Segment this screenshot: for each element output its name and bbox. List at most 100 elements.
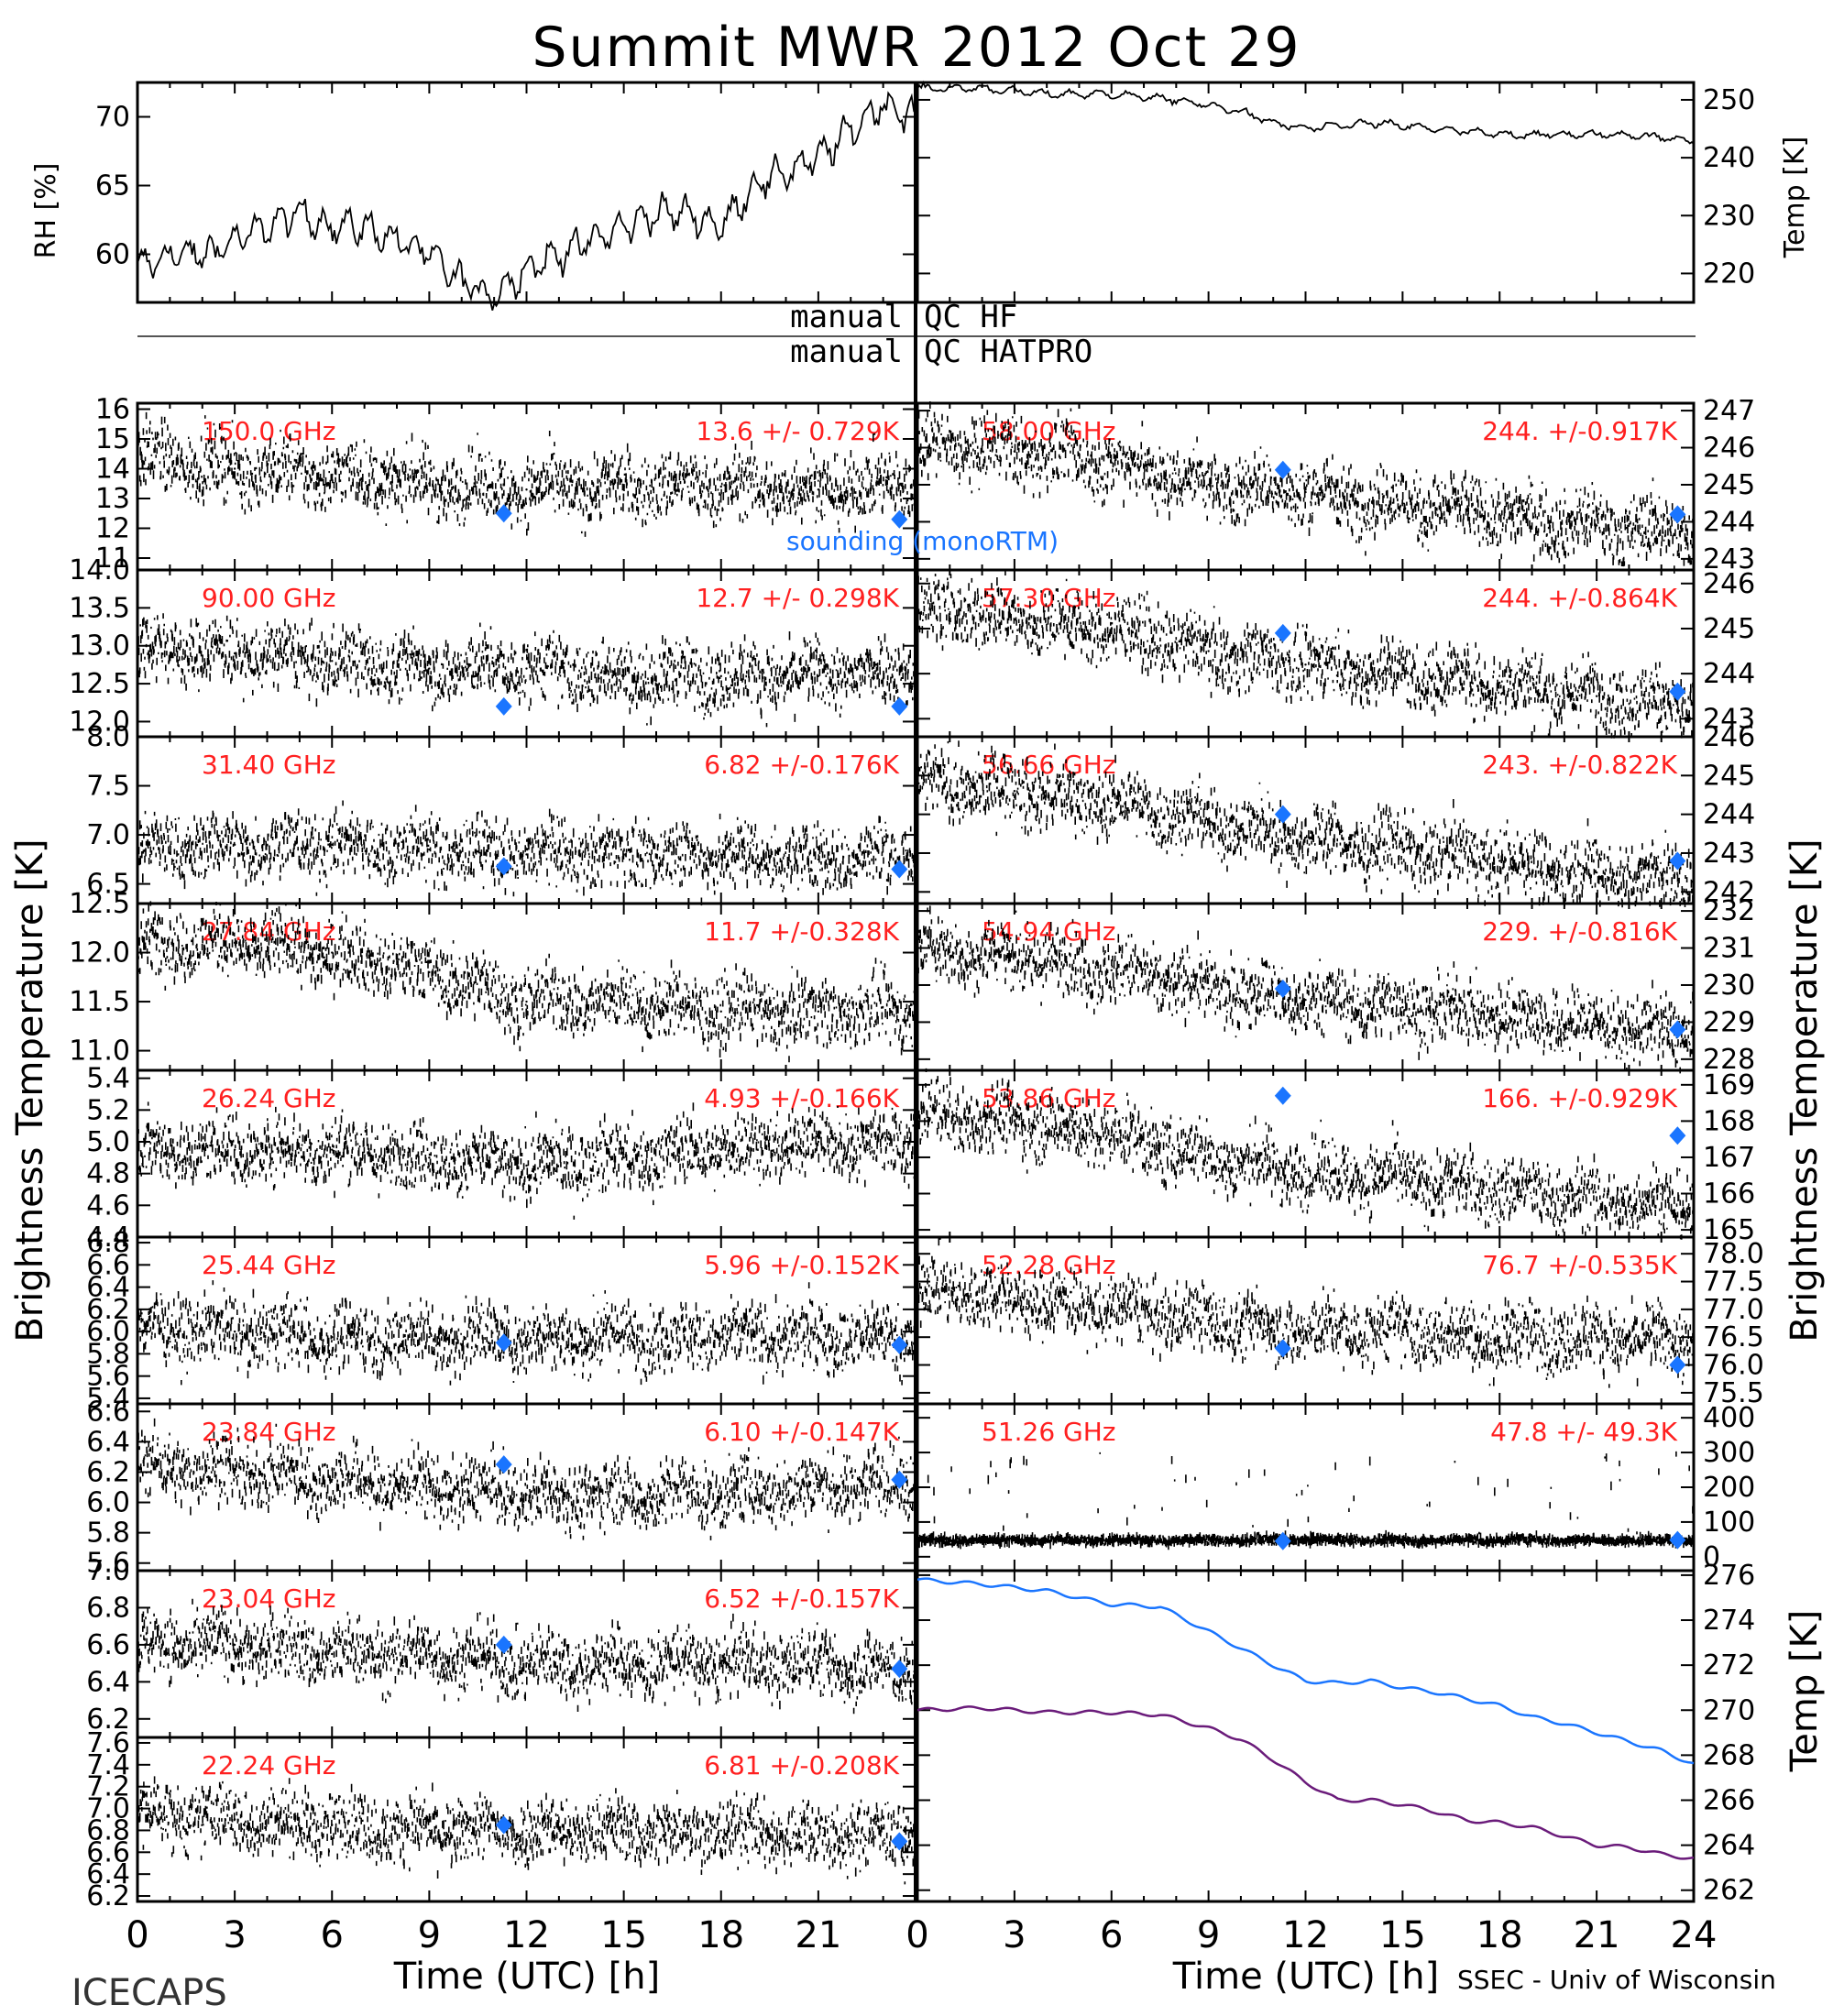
- data-point: [1401, 1006, 1404, 1009]
- data-points-ch2624: [137, 1101, 916, 1220]
- data-point: [525, 1164, 528, 1167]
- channel-stat: 12.7 +/- 0.298K: [696, 583, 899, 613]
- left-y-axis-label: Brightness Temperature [K]: [9, 838, 51, 1342]
- y-tick-label: 76.0: [1703, 1350, 1764, 1382]
- y-tick-label: 7.4: [86, 1749, 130, 1781]
- data-point: [1304, 1330, 1307, 1333]
- y-tick-label: 5.6: [86, 1361, 130, 1393]
- sounding-marker: [891, 1470, 908, 1489]
- data-point: [622, 1661, 625, 1665]
- data-point: [1304, 998, 1307, 1002]
- data-point: [136, 455, 139, 458]
- data-point: [233, 1643, 236, 1647]
- data-points-ch2544: [137, 1280, 916, 1386]
- y-tick-label: 229: [1703, 1006, 1755, 1038]
- data-point: [428, 1336, 431, 1339]
- y-tick-label: 12.5: [69, 668, 130, 700]
- panel-ch2224: 6.26.46.66.87.07.27.47.6 22.24 GHz 6.81 +/…: [86, 1727, 917, 1956]
- data-point: [331, 1652, 334, 1656]
- panel-ch5800: 243 244 245 246 247 58.00 GHz 244. +/-0.917K: [916, 395, 1755, 575]
- qc-label-hf: QC HF: [924, 299, 1017, 335]
- x-tick-label: 9: [418, 1914, 441, 1956]
- data-point: [622, 1000, 625, 1003]
- y-tick-label: 268: [1703, 1739, 1755, 1771]
- panel-ch90: 12.0 12.5 13.0 13.5 14.0 90.00 GHz 12.7 +/- 0.…: [69, 554, 917, 739]
- data-point: [1692, 875, 1696, 878]
- y-tick-label: 262: [1703, 1875, 1755, 1907]
- data-point: [719, 1494, 722, 1496]
- y-tick-label: 400: [1703, 1402, 1755, 1434]
- x-tick-label: 0: [906, 1914, 928, 1956]
- data-point: [817, 1336, 820, 1339]
- y-tick-label: 165: [1703, 1214, 1755, 1246]
- y-tick-label: 244: [1703, 506, 1755, 538]
- channel-stat: 244. +/-0.864K: [1482, 583, 1677, 613]
- panel-frame: [136, 81, 917, 304]
- panel-frame: [916, 1569, 1696, 1903]
- y-tick-label: 16: [95, 394, 130, 426]
- y-tick-label: 12.0: [69, 706, 130, 738]
- data-point: [331, 1336, 334, 1339]
- y-tick-label: 247: [1703, 395, 1755, 427]
- y-tick-label: 272: [1703, 1649, 1755, 1682]
- sounding-marker: [1669, 1126, 1686, 1145]
- data-point: [817, 1010, 820, 1013]
- data-point: [1498, 1189, 1501, 1191]
- x-tick-label: 21: [795, 1914, 841, 1956]
- y-tick-label: 76.5: [1703, 1321, 1764, 1353]
- data-point: [817, 1140, 820, 1144]
- data-point: [1692, 531, 1696, 534]
- channel-label: 25.44 GHz: [202, 1250, 336, 1280]
- series-line-temp-0: [916, 80, 1695, 145]
- data-point: [1207, 1156, 1210, 1159]
- data-point: [1498, 860, 1501, 862]
- channel-stat: 6.82 +/-0.176K: [704, 750, 899, 780]
- y-tick-label: 230: [1703, 970, 1755, 1002]
- y-tick-label: 243: [1703, 703, 1755, 735]
- panel-ch5228: 75.576.076.577.077.578.0 52.28 GHz 76.7 +/…: [916, 1235, 1764, 1409]
- y-tick-label: 7.0: [86, 1555, 130, 1587]
- x-tick-label: 3: [1003, 1914, 1026, 1956]
- data-point: [331, 473, 334, 477]
- data-point: [1013, 790, 1016, 793]
- y-tick-label: 166: [1703, 1178, 1755, 1211]
- data-point: [1595, 1200, 1598, 1202]
- sounding-marker: [891, 1832, 908, 1851]
- x-tick-label: 12: [1282, 1914, 1329, 1956]
- data-point: [525, 1494, 528, 1496]
- x-tick-label: 9: [1197, 1914, 1220, 1956]
- data-point: [1498, 1336, 1501, 1339]
- y-tick-label: 266: [1703, 1784, 1755, 1816]
- y-tick-label: 276: [1703, 1560, 1755, 1592]
- y-tick-label: 244: [1703, 658, 1755, 690]
- data-point: [1207, 650, 1210, 652]
- y-tick-label: 232: [1703, 895, 1755, 927]
- y-tick-label: 4.6: [86, 1189, 130, 1222]
- data-point: [719, 1010, 722, 1013]
- data-point: [1110, 627, 1113, 630]
- y-tick-label: 245: [1703, 760, 1755, 792]
- y-tick-label: 167: [1703, 1142, 1755, 1174]
- data-point: [1207, 483, 1210, 487]
- data-point: [817, 674, 820, 678]
- sounding-marker: [495, 696, 512, 716]
- channel-label: 58.00 GHz: [982, 416, 1116, 446]
- y-tick-label: 6.4: [86, 1426, 130, 1458]
- channel-label: 23.84 GHz: [202, 1417, 336, 1447]
- data-points-ch5126: [916, 1451, 1695, 1550]
- data-point: [1304, 1170, 1307, 1173]
- y-tick-label: 5.4: [86, 1383, 130, 1415]
- data-point: [1110, 1308, 1113, 1311]
- data-point: [719, 1148, 722, 1151]
- y-tick-label: 15: [95, 423, 130, 455]
- y-tick-label: 6.8: [86, 1814, 130, 1846]
- data-point: [428, 1485, 431, 1489]
- data-point: [233, 467, 236, 470]
- channel-label: 53.86 GHz: [982, 1083, 1116, 1113]
- sounding-marker: [1669, 682, 1686, 701]
- channel-stat: 6.52 +/-0.157K: [704, 1583, 899, 1614]
- data-point: [719, 1661, 722, 1665]
- x-tick-label: 18: [697, 1914, 744, 1956]
- y-tick-label: 250: [1703, 84, 1755, 116]
- data-point: [1110, 801, 1113, 805]
